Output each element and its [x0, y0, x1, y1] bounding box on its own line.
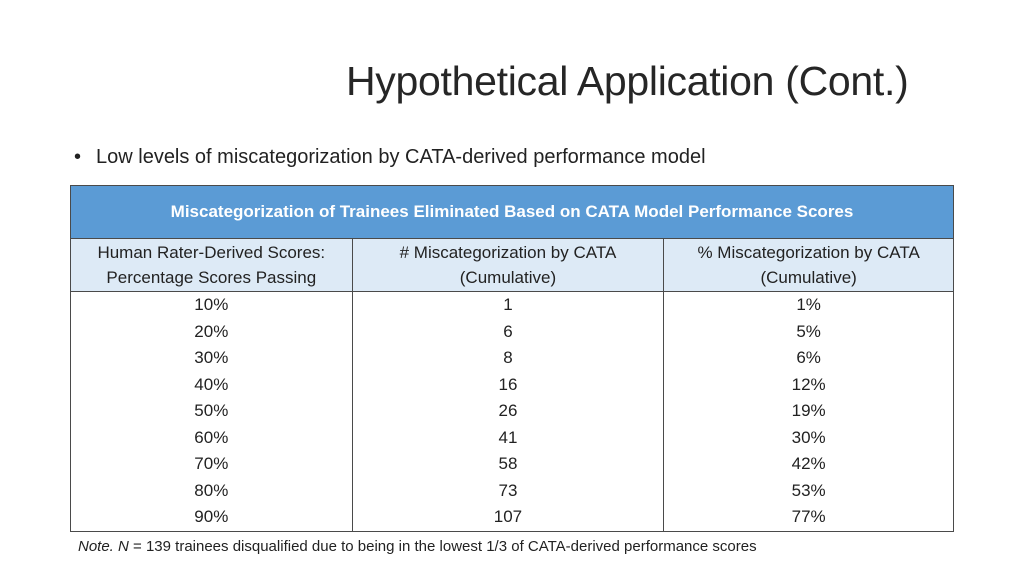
cell-passing: 60%	[70, 424, 353, 451]
cell-passing: 90%	[70, 504, 353, 532]
cell-passing: 30%	[70, 345, 353, 372]
cell-passing: 10%	[70, 291, 353, 319]
cell-count: 58	[351, 451, 665, 478]
cell-passing: 70%	[70, 451, 353, 478]
column-header-line: % Miscategorization by CATA	[697, 243, 920, 262]
cell-count: 1	[351, 291, 665, 319]
table-row: 30% 8 6%	[70, 345, 954, 372]
slide-title: Hypothetical Application (Cont.)	[346, 58, 909, 104]
cell-percent: 30%	[663, 424, 954, 451]
cell-passing: 20%	[70, 318, 353, 345]
column-header-percent: % Miscategorization by CATA (Cumulative)	[663, 238, 954, 292]
column-header-line: Percentage Scores Passing	[106, 268, 317, 287]
column-header-line: Human Rater-Derived Scores:	[97, 243, 326, 262]
table-row: 20% 6 5%	[70, 318, 954, 345]
table-row: 90% 107 77%	[70, 504, 954, 532]
note-label: Note.	[78, 538, 114, 555]
column-header-line: (Cumulative)	[459, 268, 557, 287]
table-row: 50% 26 19%	[70, 398, 954, 425]
cell-count: 41	[351, 424, 665, 451]
column-header-line: (Cumulative)	[760, 268, 857, 287]
cell-percent: 1%	[663, 291, 954, 319]
bullet-item: • Low levels of miscategorization by CATA…	[74, 146, 706, 169]
table-row: 60% 41 30%	[70, 424, 954, 451]
cell-percent: 5%	[663, 318, 954, 345]
note-text: = 139 trainees disqualified due to being…	[128, 538, 757, 555]
table-caption: Miscategorization of Trainees Eliminated…	[70, 185, 954, 239]
column-header-passing: Human Rater-Derived Scores: Percentage S…	[70, 238, 353, 292]
cell-percent: 53%	[663, 477, 954, 504]
column-header-count: # Miscategorization by CATA (Cumulative)	[351, 238, 665, 292]
cell-passing: 50%	[70, 398, 353, 425]
cell-percent: 12%	[663, 371, 954, 398]
cell-count: 73	[351, 477, 665, 504]
table-row: 80% 73 53%	[70, 477, 954, 504]
bullet-dot-icon: •	[74, 146, 82, 168]
cell-count: 26	[351, 398, 665, 425]
cell-percent: 6%	[663, 345, 954, 372]
cell-percent: 42%	[663, 451, 954, 478]
table-note: Note. N = 139 trainees disqualified due …	[78, 538, 757, 555]
table-row: 10% 1 1%	[70, 291, 954, 319]
note-n-symbol: N	[118, 538, 129, 555]
miscategorization-table: Miscategorization of Trainees Eliminated…	[70, 185, 954, 532]
column-header-line: # Miscategorization by CATA	[399, 243, 617, 262]
bullet-text: Low levels of miscategorization by CATA-…	[96, 146, 706, 168]
cell-count: 107	[351, 504, 665, 532]
table-row: 40% 16 12%	[70, 371, 954, 398]
cell-percent: 77%	[663, 504, 954, 532]
cell-count: 16	[351, 371, 665, 398]
table-row: 70% 58 42%	[70, 451, 954, 478]
cell-passing: 80%	[70, 477, 353, 504]
cell-passing: 40%	[70, 371, 353, 398]
cell-percent: 19%	[663, 398, 954, 425]
cell-count: 6	[351, 318, 665, 345]
cell-count: 8	[351, 345, 665, 372]
